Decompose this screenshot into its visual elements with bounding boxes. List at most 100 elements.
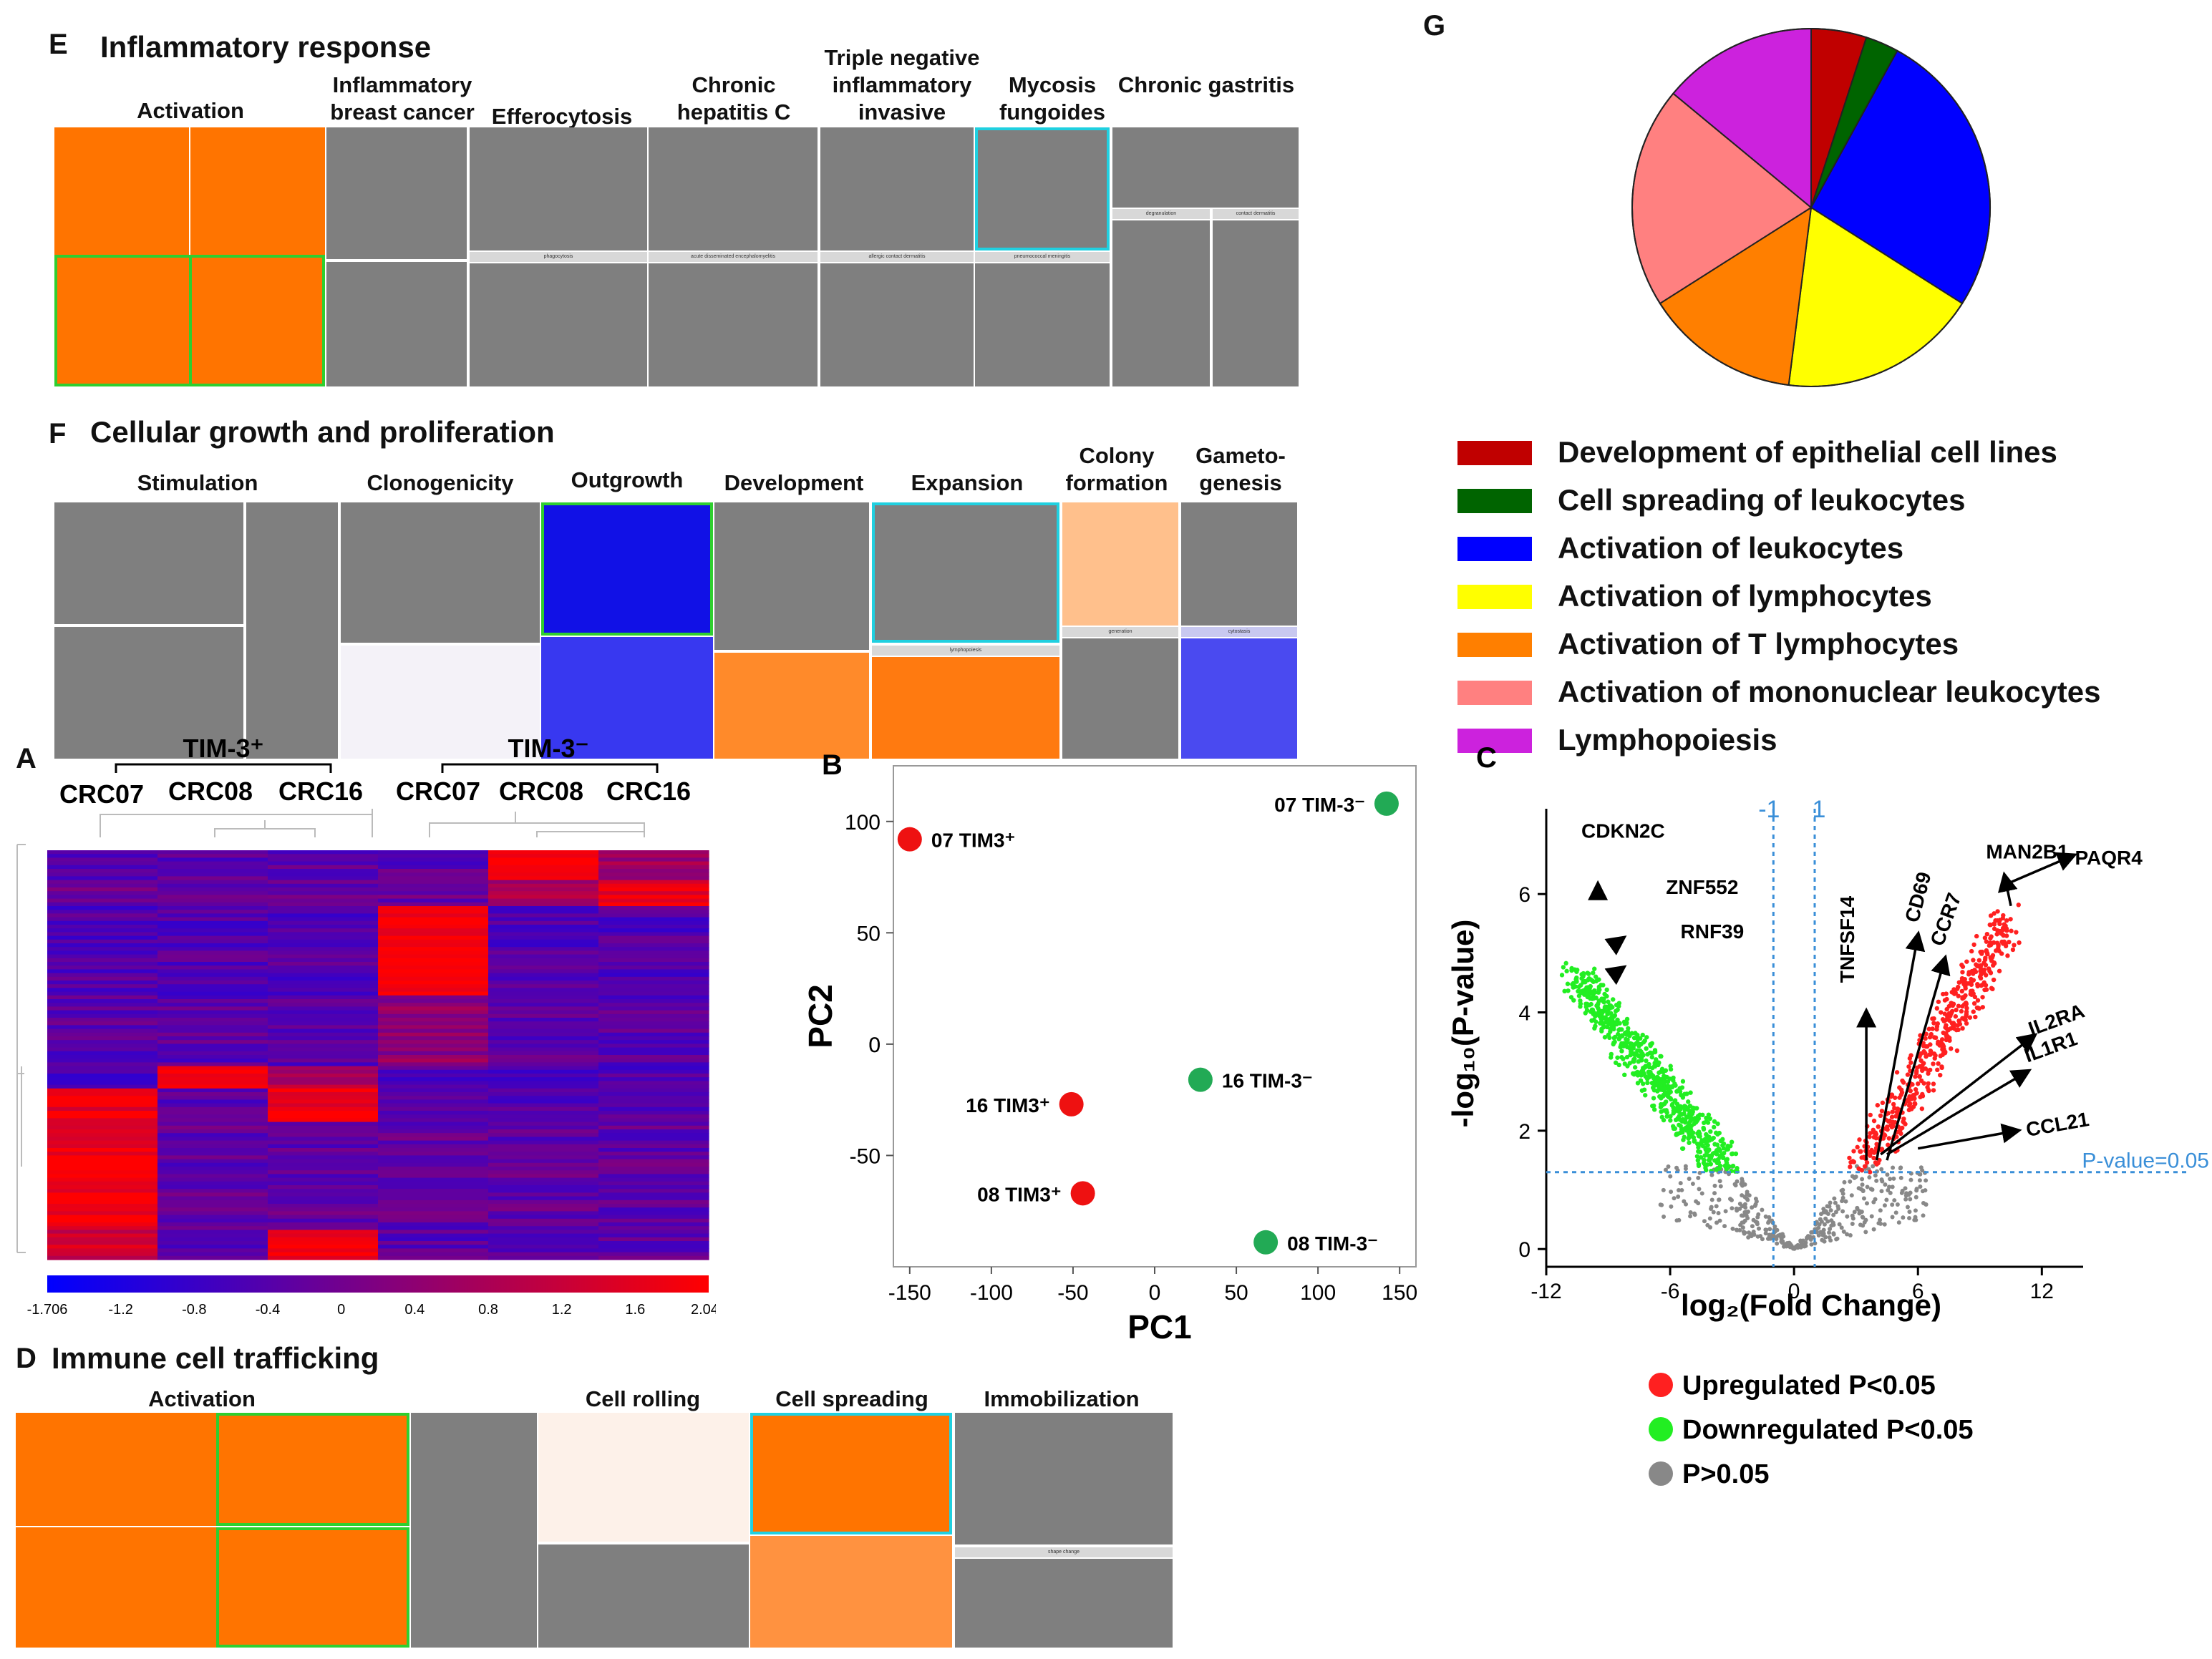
- heatmap-cell: [157, 861, 268, 866]
- volcano-point-down: [1671, 1111, 1676, 1116]
- volcano-point-up: [2003, 943, 2009, 949]
- heatmap-cell: [157, 1207, 268, 1212]
- heatmap-cell: [47, 1010, 158, 1015]
- heatmap-cell: [47, 950, 158, 955]
- heatmap-cell: [268, 973, 379, 978]
- heatmap-cell: [157, 1255, 268, 1260]
- volcano-point-ns: [1742, 1195, 1747, 1200]
- heatmap-cell: [598, 1066, 709, 1071]
- heatmap-cell: [47, 958, 158, 963]
- heatmap-cell: [378, 1174, 489, 1179]
- heatmap-cell: [378, 1099, 489, 1104]
- heatmap-cell: [488, 1018, 599, 1022]
- volcano-points: [1559, 891, 2022, 1251]
- treemap-tile: [470, 127, 647, 250]
- volcano-point-up: [1959, 988, 1964, 994]
- volcano-legend-label: Downregulated P<0.05: [1682, 1415, 1974, 1445]
- heatmap-cell: [488, 981, 599, 985]
- volcano-point-up: [1976, 958, 1981, 963]
- volcano-point-ns: [1740, 1179, 1745, 1184]
- heatmap-cell: [47, 1040, 158, 1044]
- heatmap-cell: [268, 954, 379, 959]
- volcano-point-up: [1980, 995, 1985, 1000]
- heatmap-cell: [378, 1162, 489, 1167]
- volcano-point-up: [1878, 1113, 1883, 1119]
- heatmap-cell: [488, 1099, 599, 1104]
- volcano-point-ns: [1768, 1218, 1773, 1223]
- volcano-point-down: [1649, 1054, 1654, 1060]
- panel-e-category: Efferocytosis: [491, 104, 633, 129]
- column-label: CRC07: [396, 777, 480, 806]
- volcano-point-down: [1561, 965, 1566, 970]
- heatmap-cell: [378, 984, 489, 988]
- volcano-point-down: [1569, 965, 1574, 971]
- volcano-point-up: [1908, 1060, 1913, 1065]
- heatmap-cell: [598, 962, 709, 966]
- heatmap-cell: [488, 876, 599, 881]
- group-label-left: TIM-3⁺: [183, 734, 264, 763]
- volcano-point-up: [1949, 1021, 1954, 1026]
- volcano-point-down: [1644, 1035, 1649, 1040]
- heatmap-cell: [268, 1218, 379, 1223]
- heatmap-cell: [378, 1084, 489, 1089]
- gene-label: ZNF552: [1666, 876, 1738, 898]
- volcano-point-down: [1708, 1162, 1714, 1167]
- pca-y-tick-label: 0: [868, 1033, 881, 1057]
- heatmap-cell: [598, 1122, 709, 1127]
- volcano-point-ns: [1823, 1216, 1828, 1221]
- heatmap-cell: [598, 1159, 709, 1164]
- heatmap-cell: [598, 1028, 709, 1033]
- heatmap-cell: [157, 1144, 268, 1149]
- volcano-point-down: [1681, 1118, 1687, 1123]
- volcano-legend-marker: [1649, 1373, 1673, 1397]
- heatmap-cell: [378, 947, 489, 951]
- volcano-point-down: [1679, 1112, 1684, 1117]
- volcano-point-ns: [1821, 1238, 1826, 1243]
- heatmap-cell: [157, 1055, 268, 1059]
- volcano-point-ns: [1767, 1227, 1772, 1232]
- pca-point: [1253, 1230, 1279, 1255]
- heatmap-cell: [157, 1018, 268, 1022]
- volcano-point-ns: [1730, 1206, 1735, 1211]
- volcano-legend-marker: [1649, 1461, 1673, 1486]
- volcano-point-down: [1579, 990, 1584, 996]
- heatmap-cell: [598, 1245, 709, 1249]
- heatmap-cell: [157, 1181, 268, 1186]
- heatmap-cell: [157, 973, 268, 978]
- volcano-point-up: [1857, 1137, 1862, 1142]
- volcano-point-up: [1859, 1155, 1864, 1160]
- volcano-point-down: [1573, 984, 1578, 989]
- panel-f-category: Colony formation: [1065, 443, 1168, 495]
- panel-f-category: Development: [724, 470, 864, 495]
- volcano-point-down: [1606, 1032, 1611, 1038]
- volcano-point-ns: [1891, 1176, 1896, 1181]
- heatmap-cell: [378, 1189, 489, 1193]
- volcano-point-down: [1636, 1043, 1641, 1049]
- volcano-point-ns: [1882, 1203, 1887, 1208]
- volcano-point-down: [1668, 1114, 1673, 1119]
- volcano-point-ns: [1755, 1234, 1760, 1239]
- heatmap-cell: [157, 995, 268, 1000]
- heatmap-cell: [47, 981, 158, 985]
- volcano-point-up: [2014, 930, 2019, 935]
- heatmap-cell: [378, 1092, 489, 1096]
- volcano-y-tick-label: 0: [1518, 1238, 1531, 1262]
- heatmap-cell: [47, 1099, 158, 1104]
- volcano-legend-marker: [1649, 1417, 1673, 1441]
- volcano-point-up: [1848, 1159, 1853, 1165]
- volcano-point-down: [1576, 993, 1582, 998]
- heatmap-cell: [157, 1140, 268, 1145]
- volcano-point-down: [1708, 1129, 1713, 1134]
- heatmap-cell: [47, 1021, 158, 1026]
- volcano-point-up: [1997, 968, 2002, 973]
- volcano-point-ns: [1890, 1202, 1895, 1207]
- heatmap-cell: [378, 1047, 489, 1052]
- heatmap-cell: [598, 854, 709, 858]
- heatmap-cell: [378, 981, 489, 985]
- volcano-point-ns: [1674, 1218, 1679, 1223]
- volcano-point-up: [2008, 917, 2013, 922]
- heatmap-cell: [47, 1028, 158, 1033]
- heatmap-cell: [488, 1218, 599, 1223]
- color-scale-tick-label: 1.6: [625, 1302, 645, 1317]
- heatmap-cell: [47, 939, 158, 944]
